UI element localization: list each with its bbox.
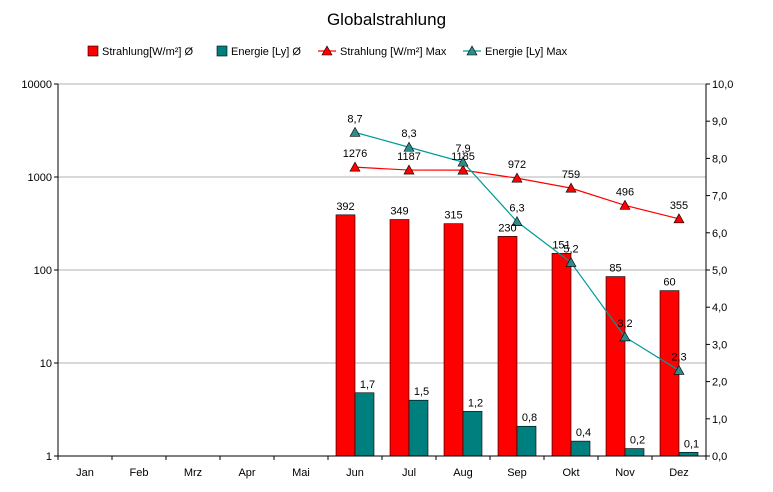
- point-strahlung-max-label: 355: [670, 200, 688, 212]
- point-strahlung-max-label: 972: [508, 159, 526, 171]
- bar-energie-avg: [354, 392, 375, 457]
- legend-marker-energie-max: [466, 45, 478, 56]
- y-right-tick-label: 7,0: [712, 191, 727, 203]
- bar-strahlung-avg: [605, 276, 626, 457]
- bar-strahlung-label: 60: [663, 277, 675, 289]
- point-energie-max-label: 8,3: [401, 128, 416, 140]
- bar-strahlung-label: 230: [498, 222, 516, 234]
- x-tick-label: Jun: [346, 467, 364, 479]
- legend-label-energie-max: Energie [Ly] Max: [485, 46, 568, 58]
- bars: [335, 214, 699, 457]
- x-tick-label: Dez: [669, 467, 689, 479]
- bar-energie-avg: [678, 451, 699, 457]
- y-left-tick-label: 1: [46, 451, 52, 463]
- bar-energie-label: 1,2: [468, 397, 483, 409]
- point-energie-max: [565, 256, 577, 267]
- legend-label-strahlung-max: Strahlung [W/m²] Max: [340, 46, 447, 58]
- legend-label-energie-avg: Energie [Ly] Ø: [231, 46, 301, 58]
- bar-energie-avg: [624, 448, 645, 457]
- point-strahlung-max: [619, 199, 631, 210]
- point-strahlung-max: [565, 182, 577, 193]
- legend: Strahlung[W/m²] Ø Energie [Ly] Ø Strahlung…: [87, 45, 568, 58]
- bar-energie-label: 0,1: [684, 438, 699, 450]
- bar-energie-avg: [570, 440, 591, 457]
- x-tick-label: Mai: [292, 467, 310, 479]
- data-labels: 392 1,7 349 1,5 315 1,2 230 0,8 151 0,4 85 0,2 60 0,1…: [336, 113, 699, 450]
- y-right-tick-label: 4,0: [712, 302, 727, 314]
- x-tick-label: Mrz: [184, 467, 202, 479]
- bar-strahlung-avg: [335, 214, 356, 457]
- point-energie-max: [511, 216, 523, 226]
- x-tick-label: Aug: [453, 467, 473, 479]
- x-tick-label: Feb: [130, 467, 149, 479]
- x-tick-label: Jan: [76, 467, 94, 479]
- bar-strahlung-avg: [551, 253, 572, 457]
- x-tick-label: Nov: [615, 467, 635, 479]
- point-strahlung-max-label: 759: [562, 169, 580, 181]
- bar-strahlung-avg: [497, 236, 518, 457]
- point-energie-max: [349, 126, 361, 137]
- point-strahlung-max-label: 496: [616, 186, 634, 198]
- bar-strahlung-label: 85: [609, 263, 621, 275]
- axes: 1 10 100 1000 10000 0,0 1,0 2,0 3,0 4,0 5,0 6,0 7,0 8…: [21, 79, 733, 479]
- point-energie-max-label: 7,9: [455, 143, 470, 155]
- x-tick-label: Jul: [402, 467, 416, 479]
- x-tick-label: Okt: [562, 467, 579, 479]
- bar-energie-avg: [462, 411, 483, 457]
- point-strahlung-max-label: 1276: [343, 148, 367, 160]
- bar-strahlung-label: 315: [444, 210, 462, 222]
- y-left-tick-label: 100: [34, 265, 52, 277]
- bar-strahlung-avg: [389, 219, 410, 457]
- y-right-tick-label: 0,0: [712, 451, 727, 463]
- y-left-tick-label: 10: [40, 358, 52, 370]
- point-energie-max-label: 6,3: [509, 203, 524, 215]
- point-strahlung-max: [349, 161, 361, 172]
- bar-energie-label: 0,4: [576, 427, 591, 439]
- bar-energie-label: 0,8: [522, 412, 537, 424]
- y-right-tick-label: 2,0: [712, 377, 727, 389]
- x-tick-label: Sep: [507, 467, 527, 479]
- y-right-tick-label: 6,0: [712, 228, 727, 240]
- point-energie-max-label: 3,2: [617, 318, 632, 330]
- point-strahlung-max-label: 1185: [451, 151, 475, 163]
- point-energie-max-label: 2,3: [671, 351, 686, 363]
- bar-strahlung-label: 151: [552, 239, 570, 251]
- point-energie-max: [457, 156, 469, 167]
- x-tick-label: Apr: [238, 467, 255, 479]
- bar-energie-label: 1,7: [360, 379, 375, 391]
- bar-strahlung-avg: [443, 223, 464, 457]
- legend-label-strahlung-avg: Strahlung[W/m²] Ø: [102, 46, 194, 58]
- point-energie-max-label: 8,7: [347, 113, 362, 125]
- y-right-tick-label: 9,0: [712, 116, 727, 128]
- bar-energie-label: 0,2: [630, 435, 645, 447]
- y-right-tick-label: 1,0: [712, 414, 727, 426]
- point-strahlung-max-label: 1187: [397, 151, 421, 163]
- y-left-tick-label: 1000: [28, 172, 52, 184]
- point-strahlung-max: [673, 213, 685, 224]
- y-right-tick-label: 8,0: [712, 153, 727, 165]
- point-energie-max-label: 5,2: [563, 244, 578, 256]
- y-right-tick-label: 10,0: [712, 79, 733, 91]
- legend-swatch-energie-avg: [216, 45, 228, 57]
- bar-energie-label: 1,5: [414, 386, 429, 398]
- bar-energie-avg: [516, 425, 537, 457]
- point-strahlung-max: [457, 164, 469, 175]
- bar-strahlung-label: 392: [336, 201, 354, 213]
- y-right-tick-label: 5,0: [712, 265, 727, 277]
- point-strahlung-max: [511, 172, 523, 183]
- series-lines: [349, 126, 685, 375]
- chart-title: Globalstrahlung: [326, 10, 447, 29]
- point-energie-max: [619, 331, 631, 342]
- y-right-tick-label: 3,0: [712, 339, 727, 351]
- bar-energie-avg: [408, 399, 429, 457]
- y-left-tick-label: 10000: [21, 79, 52, 91]
- point-energie-max: [403, 141, 415, 152]
- point-energie-max: [673, 364, 685, 375]
- legend-marker-strahlung-max: [321, 45, 333, 56]
- legend-swatch-strahlung-avg: [87, 45, 99, 57]
- bar-strahlung-label: 349: [390, 206, 408, 218]
- point-strahlung-max: [403, 164, 415, 175]
